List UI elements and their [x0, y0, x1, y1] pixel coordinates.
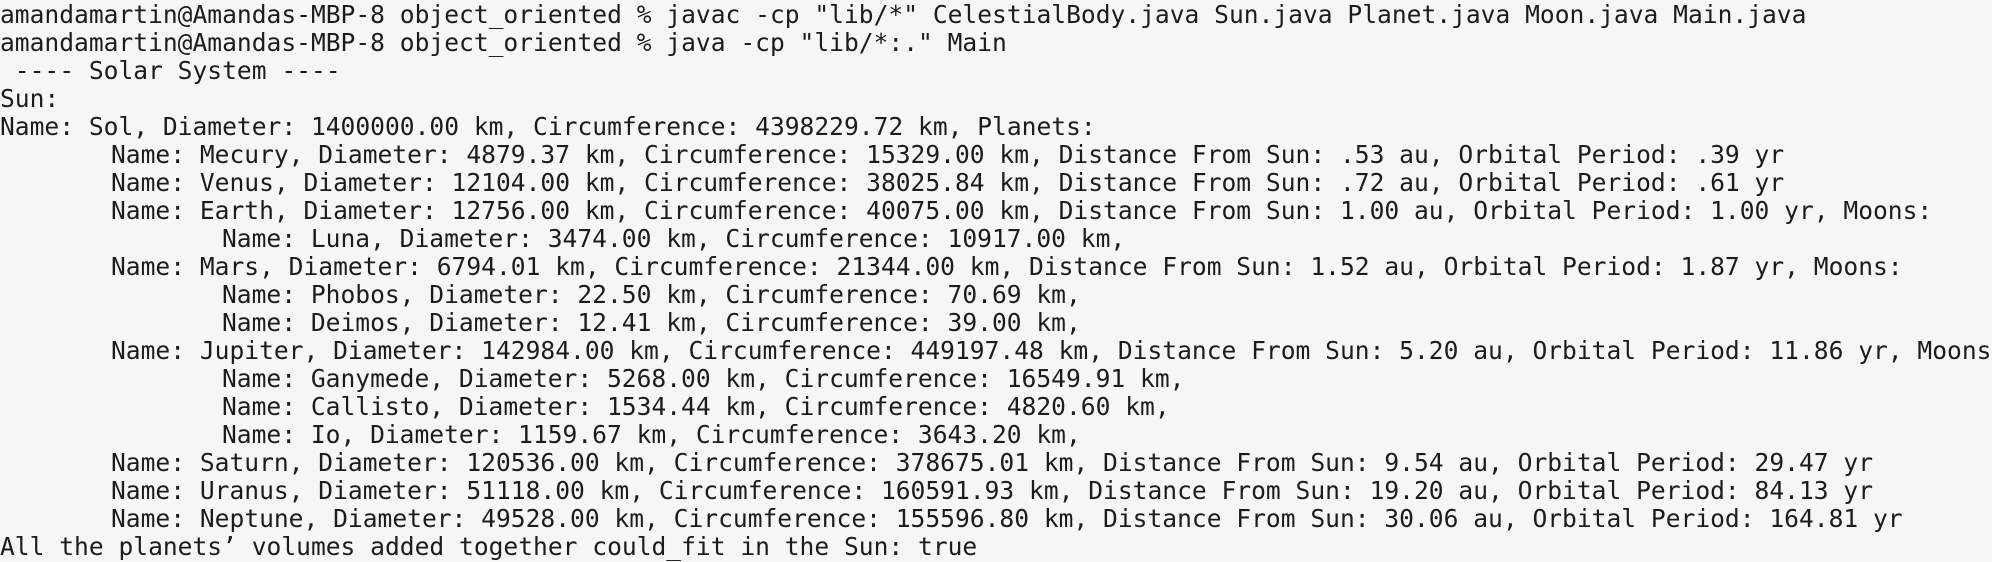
terminal-line: Name: Earth, Diameter: 12756.00 km, Circ…: [0, 196, 1933, 225]
terminal-line: All the planets’ volumes added together …: [0, 532, 978, 561]
terminal-line: Name: Neptune, Diameter: 49528.00 km, Ci…: [0, 504, 1903, 533]
terminal-line: Sun:: [0, 84, 60, 113]
terminal-line: Name: Callisto, Diameter: 1534.44 km, Ci…: [0, 392, 1170, 421]
terminal-line: Name: Venus, Diameter: 12104.00 km, Circ…: [0, 168, 1785, 197]
terminal-line: Name: Mecury, Diameter: 4879.37 km, Circ…: [0, 140, 1785, 169]
terminal-line: Name: Jupiter, Diameter: 142984.00 km, C…: [0, 336, 1992, 365]
terminal-line: Name: Io, Diameter: 1159.67 km, Circumfe…: [0, 420, 1081, 449]
terminal-line: Name: Ganymede, Diameter: 5268.00 km, Ci…: [0, 364, 1185, 393]
terminal-line: Name: Mars, Diameter: 6794.01 km, Circum…: [0, 252, 1903, 281]
terminal-line: Name: Luna, Diameter: 3474.00 km, Circum…: [0, 224, 1126, 253]
terminal-line: Name: Phobos, Diameter: 22.50 km, Circum…: [0, 280, 1081, 309]
terminal-line: ---- Solar System ----: [0, 56, 341, 85]
terminal-line: Name: Saturn, Diameter: 120536.00 km, Ci…: [0, 448, 1873, 477]
terminal-line: Name: Sol, Diameter: 1400000.00 km, Circ…: [0, 112, 1096, 141]
terminal-line: Name: Uranus, Diameter: 51118.00 km, Cir…: [0, 476, 1873, 505]
terminal-line: Name: Deimos, Diameter: 12.41 km, Circum…: [0, 308, 1081, 337]
terminal-line: amandamartin@Amandas-MBP-8 object_orient…: [0, 0, 1807, 29]
terminal-line: amandamartin@Amandas-MBP-8 object_orient…: [0, 28, 1007, 57]
